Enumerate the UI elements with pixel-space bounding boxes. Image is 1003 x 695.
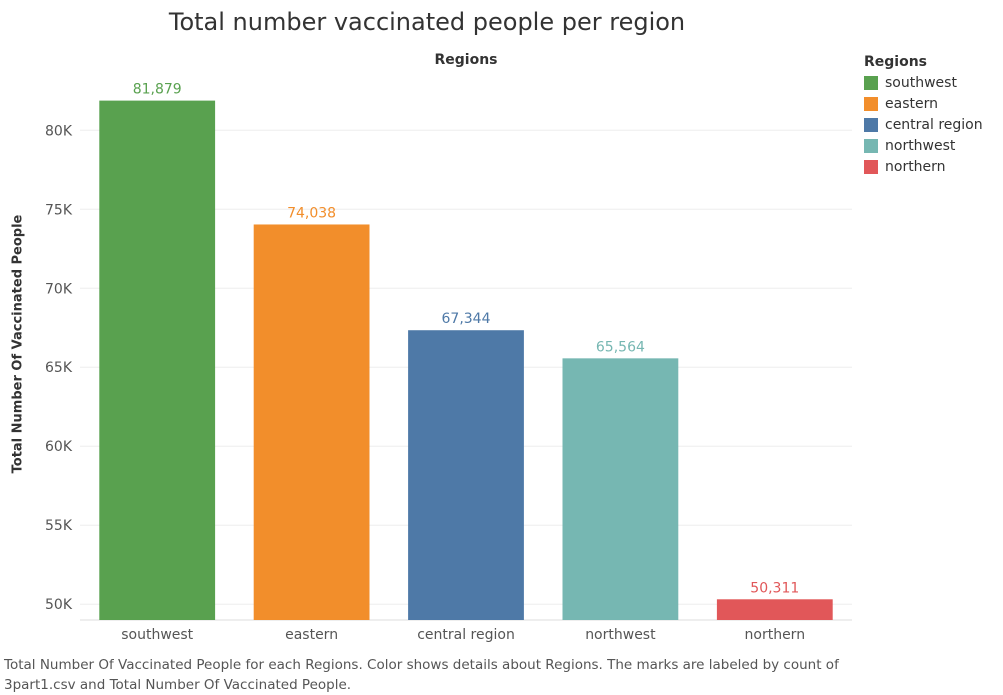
legend-swatch <box>864 117 878 132</box>
y-tick-label: 80K <box>45 123 73 139</box>
legend-item: southwest <box>864 72 983 93</box>
y-tick-label: 60K <box>45 439 73 455</box>
legend-item: central region <box>864 114 983 135</box>
chart-title: Total number vaccinated people per regio… <box>168 8 686 36</box>
bar <box>562 358 679 620</box>
legend-swatch <box>864 96 878 111</box>
legend-item: eastern <box>864 93 983 114</box>
legend-label: northwest <box>885 137 956 154</box>
bar <box>408 330 524 620</box>
legend-label: northern <box>885 158 946 175</box>
x-tick-label: central region <box>417 627 515 643</box>
column-header: Regions <box>434 52 498 68</box>
y-tick-label: 70K <box>45 281 73 297</box>
bar <box>716 599 833 620</box>
legend-label: southwest <box>885 74 957 91</box>
x-tick-label: southwest <box>121 627 193 643</box>
legend-swatch <box>864 138 878 153</box>
data-label: 67,344 <box>442 311 491 327</box>
legend-label: eastern <box>885 95 938 112</box>
data-label: 74,038 <box>287 205 336 221</box>
data-label: 50,311 <box>750 580 799 596</box>
y-tick-label: 75K <box>45 202 73 218</box>
data-label: 65,564 <box>596 339 645 355</box>
legend: Regions southwest eastern central region no… <box>864 54 983 177</box>
bar <box>253 224 370 620</box>
y-tick-label: 50K <box>45 597 73 613</box>
legend-item: northwest <box>864 135 983 156</box>
legend-swatch <box>864 159 878 174</box>
data-label: 81,879 <box>133 82 182 98</box>
bar-chart: 50K 55K 60K 65K 70K 75K 80K 81,879 southwest 74,0… <box>45 82 852 643</box>
x-tick-label: eastern <box>285 627 338 643</box>
x-tick-label: northern <box>745 627 806 643</box>
legend-title: Regions <box>864 54 928 70</box>
y-tick-label: 65K <box>45 360 73 376</box>
legend-item: northern <box>864 156 983 177</box>
legend-label: central region <box>885 116 983 133</box>
x-tick-label: northwest <box>585 627 656 643</box>
legend-swatch <box>864 75 878 90</box>
bar <box>99 100 216 620</box>
y-tick-label: 55K <box>45 518 73 534</box>
chart-caption: Total Number Of Vaccinated People for ea… <box>4 657 839 693</box>
